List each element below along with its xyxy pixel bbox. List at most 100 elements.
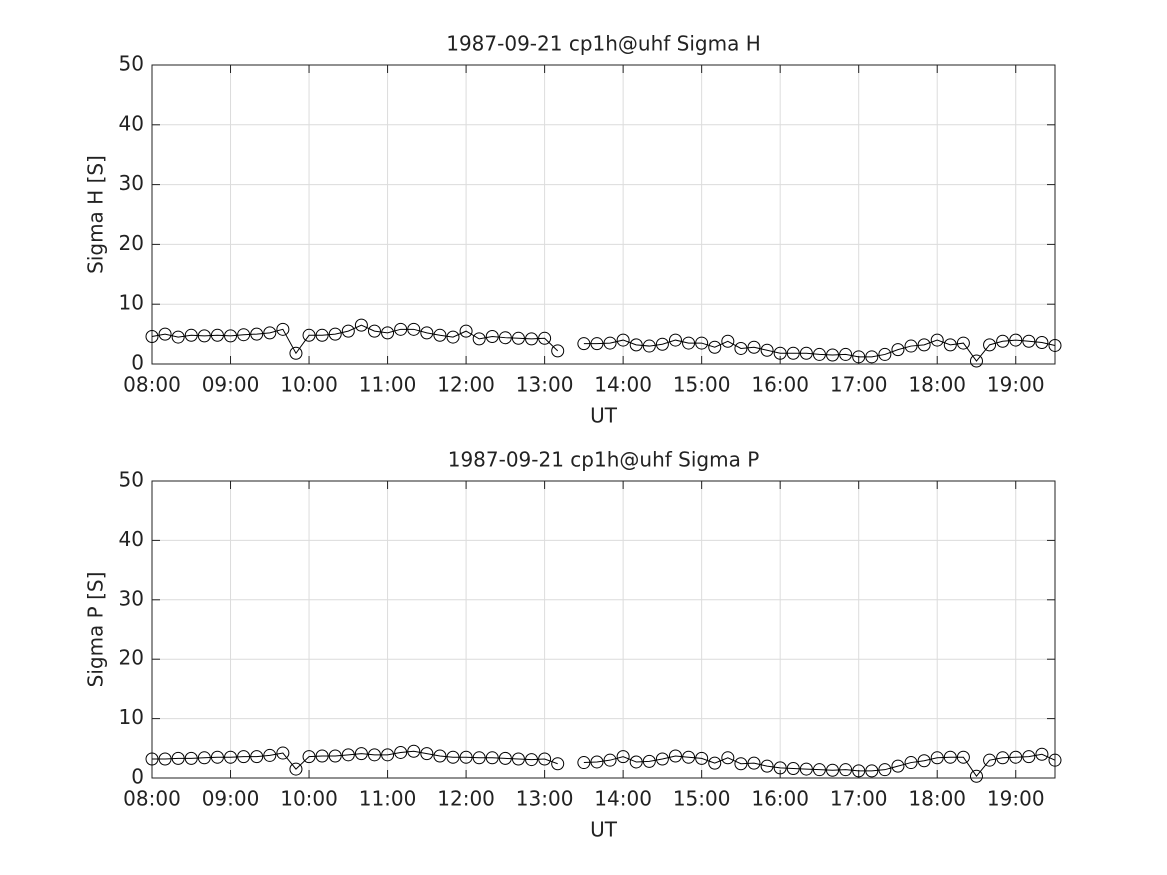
data-point — [184, 751, 198, 765]
data-point — [655, 752, 669, 766]
data-point — [826, 763, 840, 777]
data-line — [152, 750, 1056, 778]
data-point — [420, 326, 434, 340]
data-point — [956, 336, 970, 350]
data-point — [1009, 333, 1023, 347]
data-point — [446, 750, 460, 764]
data-point — [839, 347, 853, 361]
data-point — [956, 750, 970, 764]
data-point — [904, 756, 918, 770]
data-point — [498, 751, 512, 765]
data-point — [603, 753, 617, 767]
data-point — [381, 748, 395, 762]
y-axis-label: Sigma P [S] — [84, 572, 108, 688]
data-point — [407, 322, 421, 336]
data-point — [145, 329, 159, 343]
data-point — [786, 346, 800, 360]
data-point — [551, 757, 565, 771]
data-point — [276, 322, 290, 336]
data-point — [629, 338, 643, 352]
data-point — [1035, 335, 1049, 349]
data-point — [367, 324, 381, 338]
data-point — [708, 340, 722, 354]
data-point — [459, 324, 473, 338]
data-point — [210, 750, 224, 764]
y-axis-label: Sigma H [S] — [84, 155, 108, 274]
data-point — [472, 332, 486, 346]
chart-title: 1987-09-21 cp1h@uhf Sigma P — [448, 448, 760, 472]
data-point — [996, 334, 1010, 348]
data-point — [983, 753, 997, 767]
data-point — [289, 762, 303, 776]
data-point — [381, 326, 395, 340]
data-point — [210, 328, 224, 342]
x-tick-label: 14:00 — [594, 787, 652, 811]
data-point — [695, 751, 709, 765]
data-point — [1048, 338, 1062, 352]
data-point — [747, 756, 761, 770]
data-point — [826, 348, 840, 362]
y-tick-label: 50 — [119, 468, 144, 492]
x-tick-label: 15:00 — [673, 373, 731, 397]
data-point — [616, 333, 630, 347]
x-tick-label: 11:00 — [359, 787, 417, 811]
plot-frame — [151, 64, 1056, 365]
data-point — [668, 333, 682, 347]
x-tick-label: 19:00 — [987, 787, 1045, 811]
data-point — [525, 753, 539, 767]
data-point — [485, 751, 499, 765]
data-point — [577, 337, 591, 351]
data-point — [930, 333, 944, 347]
data-point — [237, 750, 251, 764]
data-point — [629, 755, 643, 769]
y-tick-label: 20 — [119, 646, 144, 670]
data-point — [799, 346, 813, 360]
data-point — [1035, 747, 1049, 761]
data-point — [197, 751, 211, 765]
data-point — [302, 328, 316, 342]
y-tick-label: 40 — [119, 527, 144, 551]
data-point — [904, 339, 918, 353]
x-tick-label: 15:00 — [673, 787, 731, 811]
data-point — [969, 354, 983, 368]
x-tick-label: 18:00 — [908, 787, 966, 811]
data-point — [812, 763, 826, 777]
x-tick-label: 10:00 — [280, 373, 338, 397]
data-point — [263, 326, 277, 340]
x-tick-label: 16:00 — [751, 787, 809, 811]
data-point — [394, 322, 408, 336]
data-point — [590, 755, 604, 769]
plot-frame — [151, 480, 1056, 779]
data-point — [315, 328, 329, 342]
data-point — [511, 752, 525, 766]
data-point — [354, 747, 368, 761]
data-point — [708, 756, 722, 770]
x-tick-label: 08:00 — [123, 373, 181, 397]
y-tick-label: 10 — [119, 705, 144, 729]
data-point — [983, 338, 997, 352]
data-point — [917, 754, 931, 768]
data-point — [682, 336, 696, 350]
data-point — [538, 752, 552, 766]
data-point — [184, 328, 198, 342]
x-tick-label: 09:00 — [202, 373, 260, 397]
y-tick-label: 0 — [131, 765, 144, 789]
data-point — [682, 750, 696, 764]
x-tick-label: 12:00 — [437, 787, 495, 811]
x-tick-label: 17:00 — [830, 787, 888, 811]
x-tick-label: 13:00 — [516, 373, 574, 397]
data-point — [655, 337, 669, 351]
data-point — [930, 751, 944, 765]
y-tick-label: 20 — [119, 231, 144, 255]
data-point — [341, 748, 355, 762]
data-point — [525, 332, 539, 346]
data-point — [420, 747, 434, 761]
data-point — [577, 756, 591, 770]
data-point — [865, 350, 879, 364]
data-point — [878, 763, 892, 777]
data-point — [197, 329, 211, 343]
data-point — [616, 750, 630, 764]
data-point — [668, 749, 682, 763]
y-tick-label: 50 — [119, 52, 144, 76]
data-point — [472, 751, 486, 765]
